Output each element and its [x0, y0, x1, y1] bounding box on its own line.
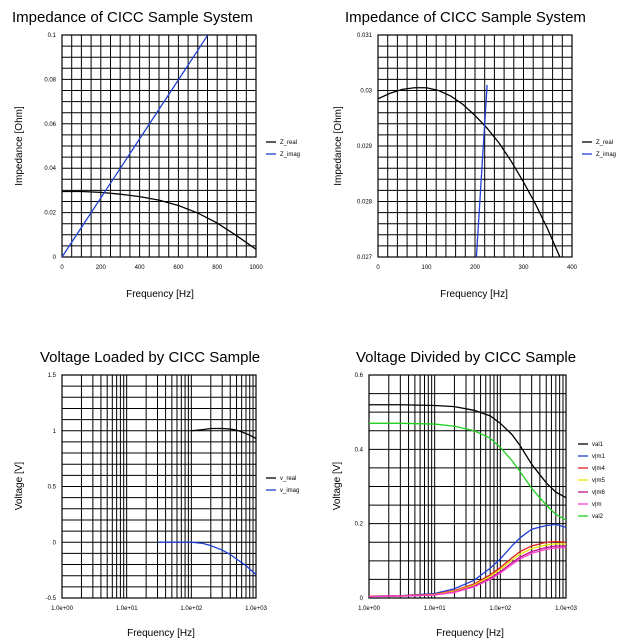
y-tick-label: 0.5: [48, 485, 57, 491]
x-axis-label: Frequency [Hz]: [126, 289, 194, 300]
y-tick-label: 0.027: [357, 255, 373, 261]
y-axis-label: Impedance [Ohm]: [14, 106, 25, 186]
legend-label: v|m: [592, 502, 602, 508]
x-axis-label: Frequency [Hz]: [440, 289, 508, 300]
legend-label: v_imag: [280, 488, 299, 494]
x-tick-label: 200: [470, 265, 481, 271]
x-tick-label: 600: [173, 265, 184, 271]
x-tick-label: 100: [421, 265, 432, 271]
series-line-v-m1: [369, 523, 566, 597]
series-line-v-real: [191, 427, 256, 440]
chart-3-svg: Voltage Divided by CICC Sample Frequency…: [332, 349, 606, 639]
x-tick-label: 300: [518, 265, 529, 271]
legend-label: v|m1: [592, 454, 606, 460]
y-tick-label: 0.4: [355, 447, 364, 453]
x-tick-label: 1000: [249, 265, 263, 271]
y-axis-label: Voltage [V]: [332, 462, 343, 511]
x-tick-label: 1.0e+00: [51, 606, 74, 612]
y-tick-label: 0.08: [44, 77, 56, 83]
chart-title: Impedance of CICC Sample System: [345, 9, 586, 26]
x-tick-label: 400: [567, 265, 578, 271]
plot-frame: [377, 34, 573, 258]
legend-label: Z_real: [280, 140, 297, 146]
y-tick-label: 0.04: [44, 166, 56, 172]
x-axis-label: Frequency [Hz]: [127, 628, 195, 639]
series-line-z-imag: [475, 84, 488, 257]
chart-title: Voltage Divided by CICC Sample: [356, 349, 576, 366]
x-tick-label: 1.0e+01: [424, 606, 447, 612]
y-axis-label: Impedance [Ohm]: [333, 106, 344, 186]
y-tick-label: 0.1: [48, 33, 57, 39]
x-tick-label: 1.0e+03: [245, 606, 268, 612]
chart-title: Impedance of CICC Sample System: [12, 9, 253, 26]
y-tick-label: 0.06: [44, 122, 56, 128]
x-tick-label: 0: [376, 265, 380, 271]
x-tick-label: 0: [60, 265, 64, 271]
y-axis-label: Voltage [V]: [14, 462, 25, 511]
chart-impedance-zoomed: Impedance of CICC Sample System Frequenc…: [316, 0, 632, 315]
y-tick-label: 0: [360, 596, 364, 602]
series-line-v-m: [369, 546, 566, 598]
y-tick-label: 0.029: [357, 144, 373, 150]
plot-frame: [61, 374, 257, 599]
y-tick-label: 1.5: [48, 373, 57, 379]
legend-label: v|m6: [592, 490, 606, 496]
x-tick-label: 1.0e+03: [555, 606, 578, 612]
y-tick-label: 0.031: [357, 33, 373, 39]
legend-label: Z_real: [596, 140, 613, 146]
x-tick-label: 200: [96, 265, 107, 271]
x-axis-label: Frequency [Hz]: [436, 628, 504, 639]
legend-label: v|m5: [592, 478, 606, 484]
legend-label: Z_imag: [596, 152, 616, 158]
y-tick-label: 1: [53, 429, 57, 435]
y-tick-label: 0.2: [355, 522, 364, 528]
series-line-z-real: [62, 190, 256, 250]
chart-1-svg: Impedance of CICC Sample System Frequenc…: [333, 9, 616, 300]
x-tick-label: 800: [212, 265, 223, 271]
legend-label: v_real: [280, 476, 296, 482]
chart-voltage-divided: Voltage Divided by CICC Sample Frequency…: [316, 321, 632, 642]
y-tick-label: 0: [53, 540, 57, 546]
series-line-z-real: [378, 87, 561, 257]
plot-frame: [61, 34, 257, 258]
y-tick-label: -0.5: [46, 596, 57, 602]
chart-0-svg: Impedance of CICC Sample System Frequenc…: [12, 9, 300, 300]
plot-frame: [368, 374, 567, 599]
y-tick-label: 0.6: [355, 373, 364, 379]
legend-label: v|m4: [592, 466, 606, 472]
legend-label: Z_imag: [280, 152, 300, 158]
series-line-z-imag: [62, 35, 209, 257]
series-line-v-imag: [157, 541, 256, 576]
chart-2-svg: Voltage Loaded by CICC Sample Frequency …: [14, 349, 299, 639]
y-tick-label: 0.028: [357, 200, 373, 206]
x-tick-label: 1.0e+02: [489, 606, 512, 612]
x-tick-label: 1.0e+00: [358, 606, 381, 612]
series-line-val2: [369, 422, 566, 521]
legend-label: val2: [592, 514, 604, 520]
y-tick-label: 0: [53, 255, 57, 261]
series-line-val1: [369, 404, 566, 499]
y-tick-label: 0.02: [44, 211, 56, 217]
x-tick-label: 400: [135, 265, 146, 271]
x-tick-label: 1.0e+01: [116, 606, 139, 612]
x-tick-label: 1.0e+02: [180, 606, 203, 612]
chart-title: Voltage Loaded by CICC Sample: [40, 349, 260, 366]
chart-voltage-loaded: Voltage Loaded by CICC Sample Frequency …: [0, 321, 316, 642]
chart-impedance-linear: Impedance of CICC Sample System Frequenc…: [0, 0, 316, 315]
legend-label: val1: [592, 442, 604, 448]
y-tick-label: 0.03: [360, 89, 372, 95]
